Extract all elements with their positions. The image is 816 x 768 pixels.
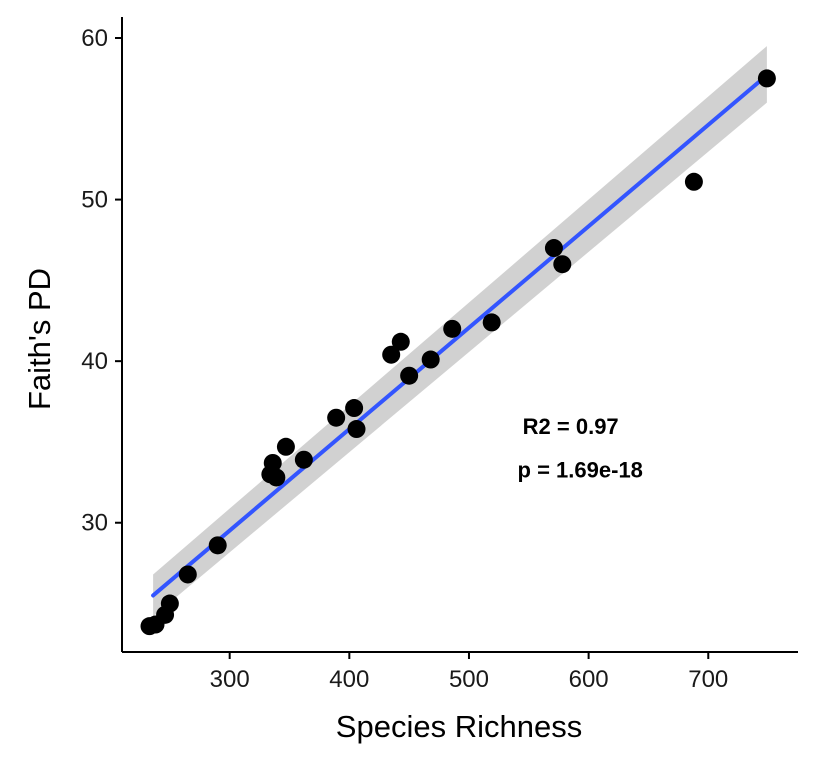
data-point	[400, 366, 419, 385]
data-point	[347, 420, 366, 439]
data-point	[382, 345, 401, 364]
y-tick-label: 40	[81, 348, 108, 375]
data-point	[294, 450, 313, 469]
data-point	[327, 408, 346, 427]
data-point	[345, 399, 364, 418]
y-tick-label: 50	[81, 187, 108, 214]
regression-line	[151, 73, 769, 598]
data-point	[553, 255, 572, 274]
data-point	[178, 565, 197, 584]
data-point	[482, 313, 501, 332]
x-tick-label: 300	[210, 666, 250, 693]
data-point	[544, 239, 563, 258]
data-point	[684, 172, 703, 191]
y-axis-title: Faith's PD	[22, 268, 57, 410]
fit-line-layer	[151, 73, 769, 598]
axes-layer	[121, 17, 798, 653]
y-tick-label: 30	[81, 510, 108, 537]
x-axis-title: Species Richness	[336, 709, 582, 744]
data-point	[391, 332, 410, 351]
x-tick-label: 600	[569, 666, 609, 693]
y-tick-label: 60	[81, 25, 108, 52]
x-tick-label: 700	[688, 666, 728, 693]
r-squared-annotation: R2 = 0.97	[523, 414, 619, 439]
data-point	[421, 350, 440, 369]
p-value-annotation: p = 1.69e-18	[518, 457, 643, 482]
data-point	[263, 453, 282, 472]
data-point	[757, 69, 776, 88]
data-point	[208, 536, 227, 555]
data-point	[276, 437, 295, 456]
x-tick-label: 500	[449, 666, 489, 693]
data-point	[267, 468, 286, 487]
x-tick-label: 400	[329, 666, 369, 693]
data-point	[443, 319, 462, 338]
ticks-layer: 300 400 500 600 700 30 40 50 60	[81, 25, 728, 693]
points-layer	[140, 69, 776, 636]
annotations-layer: R2 = 0.97 p = 1.69e-18	[518, 414, 643, 483]
data-point	[160, 594, 179, 613]
